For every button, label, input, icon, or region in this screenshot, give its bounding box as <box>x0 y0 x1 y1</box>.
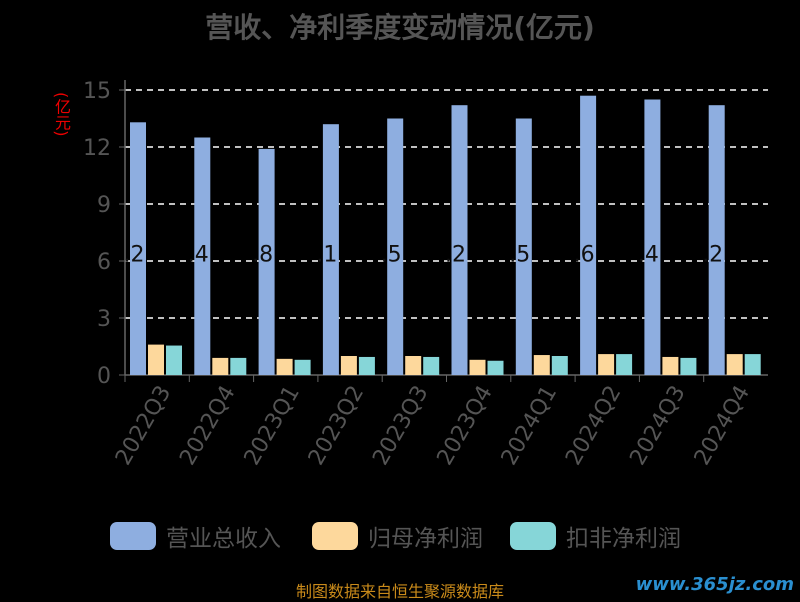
bar-revenue <box>451 105 468 375</box>
x-tick-label: 2022Q3 <box>111 382 176 470</box>
data-label: .4 <box>638 243 659 268</box>
data-label: .5 <box>509 243 530 268</box>
data-label: .2 <box>445 243 466 268</box>
legend-label-revenue: 营业总收入 <box>166 526 281 552</box>
bar-net-profit <box>405 356 422 375</box>
data-label: .8 <box>252 243 273 268</box>
x-tick-label: 2023Q4 <box>433 382 498 470</box>
y-tick-label: 9 <box>97 193 111 218</box>
x-tick-label: 2022Q4 <box>175 382 240 470</box>
bar-net-profit <box>469 359 486 375</box>
data-label: .6 <box>574 243 595 268</box>
bar-revenue <box>194 137 211 375</box>
data-label: .2 <box>124 243 145 268</box>
x-tick-label: 2024Q2 <box>561 382 626 470</box>
bar-adjusted-profit <box>423 356 440 375</box>
x-tick-label: 2024Q1 <box>497 382 562 470</box>
bar-adjusted-profit <box>294 359 311 375</box>
watermark-logo: www.365jz.com <box>635 574 794 595</box>
bar-net-profit <box>148 344 164 375</box>
x-tick-label: 2023Q3 <box>368 381 433 469</box>
y-tick-label: 6 <box>97 250 111 275</box>
y-tick-label: 3 <box>97 307 111 332</box>
x-tick-label: 2023Q2 <box>304 382 369 470</box>
bar-net-profit <box>662 356 679 375</box>
legend-swatch-net-profit <box>312 522 358 550</box>
bar-net-profit <box>340 356 357 375</box>
bar-adjusted-profit <box>230 357 247 375</box>
legend-swatch-adjusted-profit <box>510 522 556 550</box>
bar-net-profit <box>212 357 229 375</box>
bar-revenue <box>130 122 146 375</box>
y-axis-label: (亿元) <box>52 92 71 137</box>
y-tick-label: 0 <box>97 364 111 389</box>
y-tick-label: 15 <box>83 79 111 104</box>
legend-item-revenue[interactable]: 营业总收入 <box>110 516 281 556</box>
bar-adjusted-profit <box>744 354 761 375</box>
bar-revenue <box>580 95 597 375</box>
chart-title: 营收、净利季度变动情况(亿元) <box>205 11 595 44</box>
bar-net-profit <box>726 354 743 375</box>
data-label: .2 <box>702 243 723 268</box>
bar-adjusted-profit <box>358 356 375 375</box>
data-label: .5 <box>381 243 402 268</box>
bar-net-profit <box>276 358 293 375</box>
bar-net-profit <box>598 354 615 375</box>
x-tick-label: 2024Q4 <box>690 382 755 470</box>
legend: 营业总收入 归母净利润 扣非净利润 <box>0 516 800 556</box>
data-source-note: 制图数据来自恒生聚源数据库 <box>295 582 504 601</box>
bar-revenue <box>644 99 661 375</box>
x-tick-label: 2023Q1 <box>240 382 305 470</box>
bar-revenue <box>515 118 532 375</box>
legend-swatch-revenue <box>110 522 156 550</box>
bar-adjusted-profit <box>680 357 697 375</box>
bar-revenue <box>387 118 404 375</box>
legend-item-net-profit[interactable]: 归母净利润 <box>312 516 483 556</box>
data-label: .1 <box>316 243 337 268</box>
bar-revenue <box>708 105 725 375</box>
legend-item-adjusted-profit[interactable]: 扣非净利润 <box>510 516 681 556</box>
bar-adjusted-profit <box>616 354 633 375</box>
bar-adjusted-profit <box>551 356 568 375</box>
bar-revenue <box>322 124 339 375</box>
bar-adjusted-profit <box>487 360 504 375</box>
x-tick-label: 2024Q3 <box>625 382 690 470</box>
bar-net-profit <box>533 355 550 375</box>
legend-label-adjusted-profit: 扣非净利润 <box>566 526 681 552</box>
data-label: .4 <box>188 243 209 268</box>
bar-revenue <box>258 148 275 375</box>
legend-label-net-profit: 归母净利润 <box>368 526 483 552</box>
y-tick-label: 12 <box>83 136 111 161</box>
bar-adjusted-profit <box>166 345 182 375</box>
